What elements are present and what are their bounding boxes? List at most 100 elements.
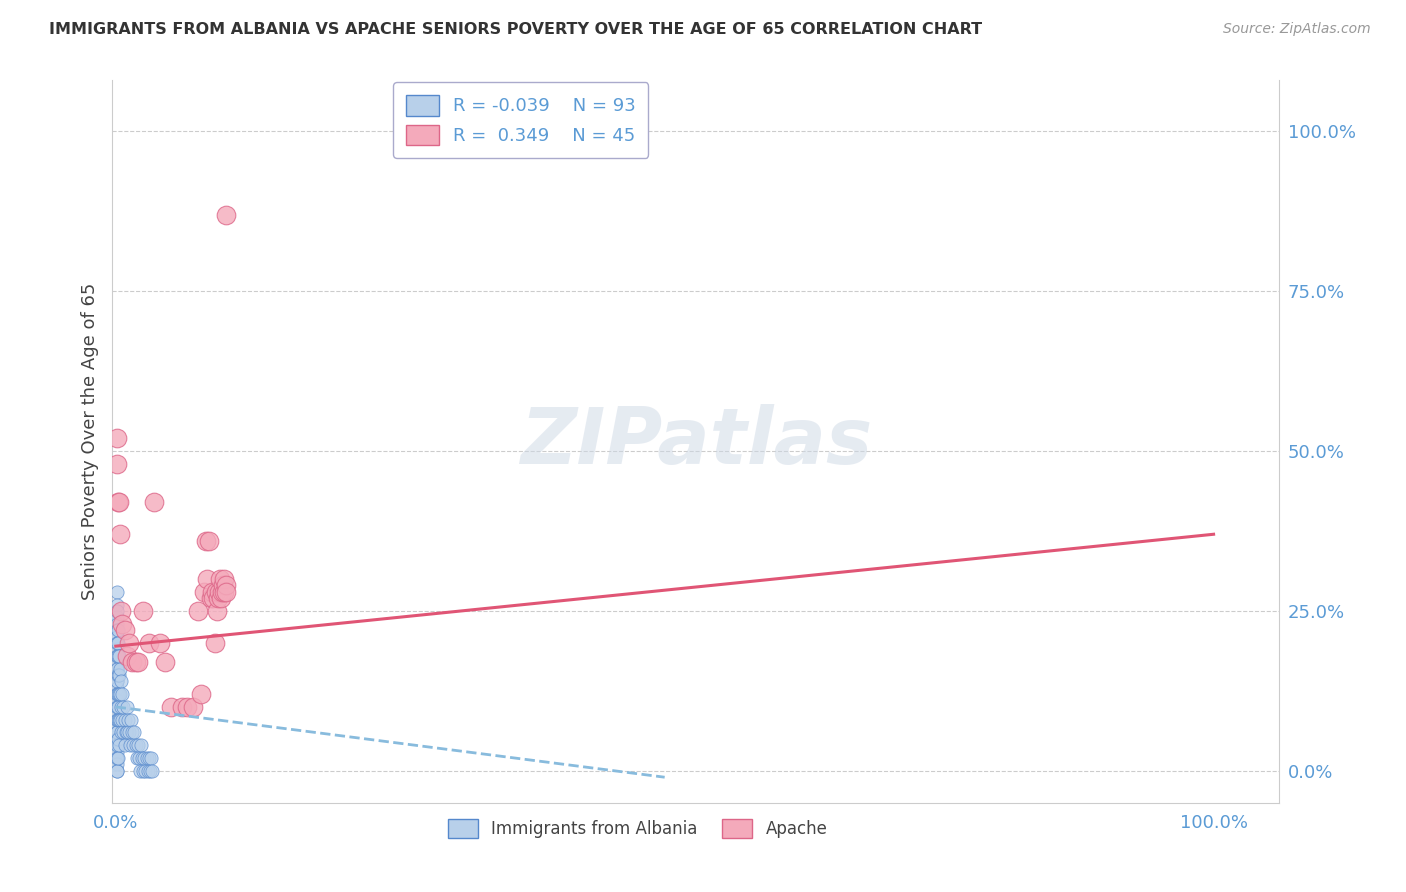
Point bbox=[105, 681, 128, 695]
Point bbox=[108, 527, 131, 541]
Point bbox=[105, 745, 128, 759]
Point bbox=[212, 578, 235, 592]
Point bbox=[114, 738, 136, 752]
Point bbox=[107, 623, 129, 637]
Point bbox=[190, 687, 212, 701]
Point bbox=[139, 751, 162, 765]
Point bbox=[108, 738, 131, 752]
Point bbox=[107, 668, 129, 682]
Point bbox=[107, 648, 129, 663]
Point bbox=[111, 713, 134, 727]
Point bbox=[105, 674, 128, 689]
Point bbox=[105, 719, 128, 733]
Point bbox=[105, 687, 128, 701]
Point bbox=[214, 572, 236, 586]
Point bbox=[105, 725, 128, 739]
Point bbox=[128, 751, 150, 765]
Point bbox=[118, 725, 141, 739]
Point bbox=[105, 687, 128, 701]
Point bbox=[105, 616, 128, 631]
Point bbox=[105, 731, 128, 746]
Point bbox=[105, 630, 128, 644]
Point bbox=[105, 457, 128, 471]
Point bbox=[108, 687, 131, 701]
Point bbox=[111, 687, 134, 701]
Point bbox=[114, 713, 136, 727]
Point bbox=[200, 591, 222, 606]
Point bbox=[105, 751, 128, 765]
Point bbox=[108, 648, 131, 663]
Point bbox=[117, 713, 139, 727]
Point bbox=[105, 699, 128, 714]
Point bbox=[176, 699, 198, 714]
Point bbox=[108, 713, 131, 727]
Point bbox=[149, 636, 172, 650]
Point bbox=[127, 738, 149, 752]
Point bbox=[105, 598, 128, 612]
Point bbox=[110, 725, 132, 739]
Point bbox=[105, 584, 128, 599]
Point bbox=[107, 751, 129, 765]
Point bbox=[110, 699, 132, 714]
Text: ZIPatlas: ZIPatlas bbox=[520, 403, 872, 480]
Point bbox=[105, 655, 128, 669]
Point bbox=[202, 591, 225, 606]
Point bbox=[209, 591, 232, 606]
Point bbox=[143, 495, 166, 509]
Point bbox=[105, 693, 128, 707]
Point bbox=[108, 687, 131, 701]
Point bbox=[181, 699, 204, 714]
Point bbox=[121, 725, 143, 739]
Point bbox=[129, 738, 152, 752]
Point bbox=[131, 751, 153, 765]
Point bbox=[204, 584, 226, 599]
Point bbox=[105, 636, 128, 650]
Point bbox=[107, 731, 129, 746]
Point bbox=[115, 725, 138, 739]
Point bbox=[205, 604, 228, 618]
Legend: Immigrants from Albania, Apache: Immigrants from Albania, Apache bbox=[441, 813, 834, 845]
Point bbox=[198, 533, 221, 548]
Point bbox=[115, 699, 138, 714]
Point bbox=[214, 208, 236, 222]
Point bbox=[194, 533, 217, 548]
Point bbox=[105, 642, 128, 657]
Point bbox=[139, 764, 162, 778]
Point bbox=[108, 661, 131, 675]
Point bbox=[195, 572, 218, 586]
Point bbox=[127, 655, 149, 669]
Point bbox=[138, 751, 160, 765]
Point bbox=[214, 578, 236, 592]
Point bbox=[107, 687, 129, 701]
Point bbox=[108, 668, 131, 682]
Point bbox=[118, 636, 141, 650]
Point bbox=[124, 725, 146, 739]
Point bbox=[105, 738, 128, 752]
Point bbox=[111, 616, 134, 631]
Point bbox=[107, 636, 129, 650]
Point bbox=[105, 648, 128, 663]
Point bbox=[122, 738, 145, 752]
Point bbox=[207, 591, 229, 606]
Point bbox=[105, 757, 128, 772]
Point bbox=[105, 636, 128, 650]
Point bbox=[107, 699, 129, 714]
Point bbox=[159, 699, 181, 714]
Point bbox=[153, 655, 176, 669]
Point bbox=[107, 713, 129, 727]
Point bbox=[105, 661, 128, 675]
Point bbox=[211, 584, 233, 599]
Point bbox=[105, 764, 128, 778]
Point bbox=[187, 604, 209, 618]
Point bbox=[105, 725, 128, 739]
Point bbox=[108, 713, 131, 727]
Point bbox=[114, 725, 136, 739]
Point bbox=[132, 604, 155, 618]
Point bbox=[112, 725, 135, 739]
Point bbox=[105, 668, 128, 682]
Point bbox=[105, 751, 128, 765]
Point bbox=[141, 764, 163, 778]
Point bbox=[105, 706, 128, 721]
Point bbox=[135, 751, 157, 765]
Point bbox=[105, 731, 128, 746]
